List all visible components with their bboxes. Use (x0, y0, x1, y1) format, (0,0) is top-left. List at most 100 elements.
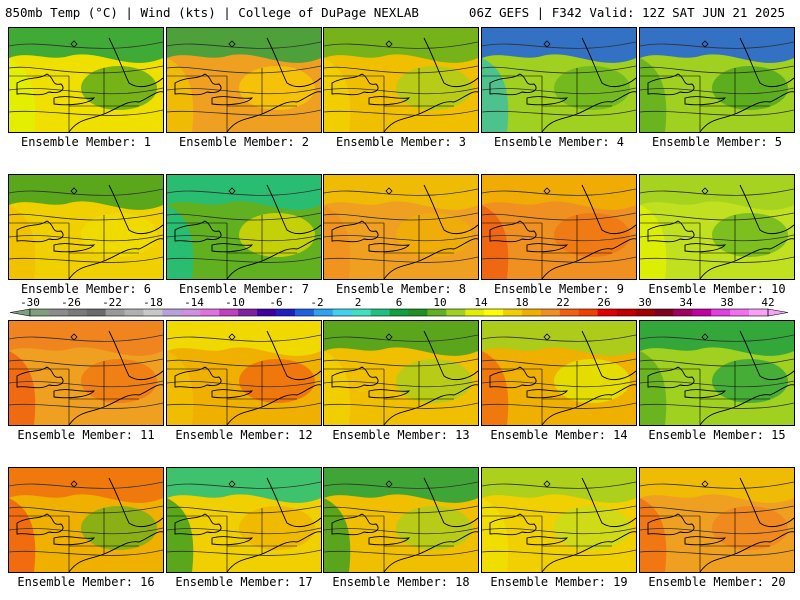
colorbar-swatch (332, 309, 352, 316)
colorbar-swatch (654, 309, 674, 316)
colorbar-tick-label: -2 (310, 296, 323, 309)
colorbar-swatch (597, 309, 617, 316)
colorbar-swatch (673, 309, 693, 316)
colorbar-swatch (162, 309, 182, 316)
colorbar-swatch (67, 309, 88, 316)
ensemble-member-label: Ensemble Member: 10 (648, 282, 786, 296)
colorbar-swatch (503, 309, 523, 316)
colorbar-swatch (465, 309, 485, 316)
colorbar-swatch (313, 309, 334, 316)
ensemble-map-panel (166, 320, 322, 426)
ensemble-member-label: Ensemble Member: 13 (332, 428, 470, 442)
colorbar-swatch (294, 309, 315, 316)
temperature-colorbar: -30 -26 -22 -18 -14 -10 -6 -2 2 6 10 14 18 22 26 30 34 38… (9, 296, 789, 317)
colorbar-tick-label: -30 (20, 296, 40, 309)
colorbar-tick-label: 42 (761, 296, 774, 309)
ensemble-map-panel (323, 27, 479, 133)
ensemble-map-panel (481, 27, 637, 133)
ensemble-member-label: Ensemble Member: 3 (335, 135, 467, 149)
colorbar-tick-label: -14 (184, 296, 204, 309)
ensemble-member-label: Ensemble Member: 1 (20, 135, 152, 149)
colorbar-swatch (219, 309, 239, 316)
ensemble-member-label: Ensemble Member: 11 (17, 428, 155, 442)
ensemble-member-label: Ensemble Member: 14 (490, 428, 628, 442)
colorbar-tick-label: 10 (433, 296, 446, 309)
colorbar-swatch (540, 309, 561, 316)
ensemble-map-panel (8, 27, 164, 133)
colorbar-swatch (427, 309, 447, 316)
ensemble-member-label: Ensemble Member: 9 (493, 282, 625, 296)
ensemble-map-panel (166, 27, 322, 133)
ensemble-member-label: Ensemble Member: 18 (332, 575, 470, 589)
colorbar-swatch (559, 309, 580, 316)
colorbar-swatch (30, 309, 50, 316)
colorbar-tick-label: 30 (638, 296, 651, 309)
colorbar-swatch (749, 309, 769, 316)
colorbar-tick-label: -26 (61, 296, 81, 309)
colorbar-swatch (522, 309, 542, 316)
colorbar-tick-label: -6 (269, 296, 282, 309)
ensemble-map-panel (323, 467, 479, 573)
ensemble-map-panel (166, 174, 322, 280)
colorbar-swatch (692, 309, 712, 316)
ensemble-map-panel (8, 320, 164, 426)
ensemble-map-panel (481, 467, 637, 573)
colorbar-swatch (181, 309, 201, 316)
colorbar-tick-label: 2 (355, 296, 362, 309)
colorbar-swatch (446, 309, 466, 316)
ensemble-map-panel (639, 174, 795, 280)
colorbar-swatch (635, 309, 655, 316)
ensemble-map-panel (166, 467, 322, 573)
ensemble-member-label: Ensemble Member: 15 (648, 428, 786, 442)
colorbar-tick-label: 38 (720, 296, 733, 309)
colorbar-tick-label: 6 (396, 296, 403, 309)
ensemble-member-label: Ensemble Member: 12 (175, 428, 313, 442)
colorbar-swatch (711, 309, 731, 316)
colorbar-swatch (408, 309, 428, 316)
ensemble-map-panel (323, 174, 479, 280)
ensemble-map-panel (481, 174, 637, 280)
colorbar-tick-label: -10 (225, 296, 245, 309)
ensemble-member-label: Ensemble Member: 20 (648, 575, 786, 589)
ensemble-member-label: Ensemble Member: 8 (335, 282, 467, 296)
colorbar-swatch (257, 309, 277, 316)
colorbar-swatch (730, 309, 750, 316)
colorbar-tick-label: 18 (515, 296, 528, 309)
colorbar-swatch (578, 309, 598, 316)
ensemble-member-label: Ensemble Member: 4 (493, 135, 625, 149)
colorbar-tick-label: 34 (679, 296, 693, 309)
colorbar-swatch (484, 309, 504, 316)
colorbar-swatch (86, 309, 106, 316)
ensemble-member-label: Ensemble Member: 17 (175, 575, 313, 589)
colorbar-swatch (276, 309, 296, 316)
colorbar-tick-label: -22 (102, 296, 122, 309)
colorbar-swatch (238, 309, 258, 316)
colorbar-swatch (124, 309, 144, 316)
ensemble-member-label: Ensemble Member: 7 (178, 282, 310, 296)
ensemble-map-panel (639, 27, 795, 133)
ensemble-member-label: Ensemble Member: 2 (178, 135, 310, 149)
header-valid-time: 06Z GEFS | F342 Valid: 12Z SAT JUN 21 20… (468, 5, 785, 20)
colorbar-tick-label: 22 (556, 296, 569, 309)
colorbar-swatch (48, 309, 69, 316)
ensemble-map-panel (323, 320, 479, 426)
colorbar-swatch (105, 309, 125, 316)
ensemble-map-panel (639, 320, 795, 426)
colorbar-tick-label: 14 (474, 296, 488, 309)
colorbar-swatch (200, 309, 220, 316)
colorbar-swatch (143, 309, 163, 316)
colorbar-tick-label: 26 (597, 296, 610, 309)
ensemble-map-panel (8, 467, 164, 573)
ensemble-member-label: Ensemble Member: 6 (20, 282, 152, 296)
ensemble-map-panel (481, 320, 637, 426)
colorbar-swatch (370, 309, 390, 316)
ensemble-map-panel (639, 467, 795, 573)
ensemble-member-label: Ensemble Member: 16 (17, 575, 155, 589)
colorbar-swatch (389, 309, 409, 316)
colorbar-swatch (616, 309, 636, 316)
ensemble-member-label: Ensemble Member: 19 (490, 575, 628, 589)
colorbar-swatch (351, 309, 371, 316)
ensemble-map-panel (8, 174, 164, 280)
header-title: 850mb Temp (°C) | Wind (kts) | College o… (5, 5, 419, 20)
colorbar-tick-label: -18 (143, 296, 163, 309)
